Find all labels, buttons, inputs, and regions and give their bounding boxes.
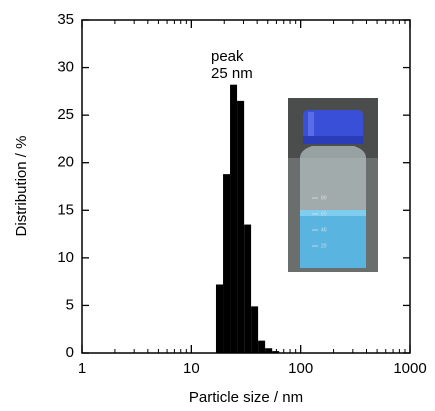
liquid-surface [300, 210, 366, 216]
x-tick-label: 100 [288, 360, 313, 377]
y-tick-label: 20 [57, 154, 74, 171]
y-tick-label: 25 [57, 106, 74, 123]
bottle-liquid [300, 214, 366, 268]
inset-photo: 80 60 40 20 [288, 98, 378, 272]
graduation-label: 80 [321, 195, 327, 201]
y-tick-label: 15 [57, 201, 74, 218]
bar [272, 351, 280, 353]
y-axis-title: Distribution / % [13, 136, 30, 237]
y-tick-label: 35 [57, 11, 74, 28]
cap-ring [303, 136, 363, 144]
annotation: 25 nm [211, 65, 253, 82]
x-tick-label: 10 [183, 360, 200, 377]
y-tick-label: 5 [66, 296, 74, 313]
bar [258, 340, 266, 353]
bar [215, 284, 224, 353]
bar [251, 306, 259, 353]
bottle-cap [303, 110, 363, 144]
x-tick-label: 1 [78, 360, 86, 377]
y-tick-label: 0 [66, 344, 74, 361]
graduation-label: 40 [321, 227, 327, 233]
bar [265, 348, 273, 353]
bar [237, 100, 245, 353]
y-tick-label: 30 [57, 59, 74, 76]
x-tick-label: 1000 [393, 360, 426, 377]
graduation-label: 20 [321, 243, 327, 249]
cap-highlight [308, 112, 314, 136]
x-axis-title: Particle size / nm [189, 389, 303, 406]
graduation-label: 60 [321, 211, 327, 217]
annotation: peak [211, 48, 244, 65]
bar [230, 84, 238, 353]
bar [244, 224, 252, 353]
bar [223, 174, 231, 353]
y-tick-label: 10 [57, 249, 74, 266]
